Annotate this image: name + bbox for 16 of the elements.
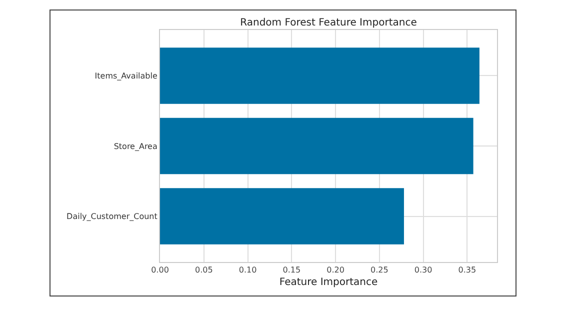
y-tick-label: Store_Area — [114, 142, 158, 151]
bar — [160, 48, 480, 104]
bar — [160, 118, 474, 174]
x-tick-label: 0.05 — [194, 266, 213, 275]
x-tick-label: 0.20 — [326, 266, 344, 275]
y-tick-label: Items_Available — [94, 72, 158, 80]
x-tick-label: 0.25 — [370, 266, 388, 275]
x-tick-label: 0.15 — [282, 266, 301, 275]
chart-title: Random Forest Feature Importance — [240, 18, 417, 28]
y-tick-label: Daily_Customer_Count — [66, 212, 158, 222]
x-tick-label: 0.35 — [458, 266, 476, 275]
x-tick-label: 0.30 — [414, 266, 432, 275]
bar — [160, 188, 404, 244]
x-tick-label: 0.10 — [238, 266, 257, 275]
x-axis-title: Feature Importance — [279, 277, 378, 288]
x-tick-label: 0.00 — [151, 266, 169, 275]
